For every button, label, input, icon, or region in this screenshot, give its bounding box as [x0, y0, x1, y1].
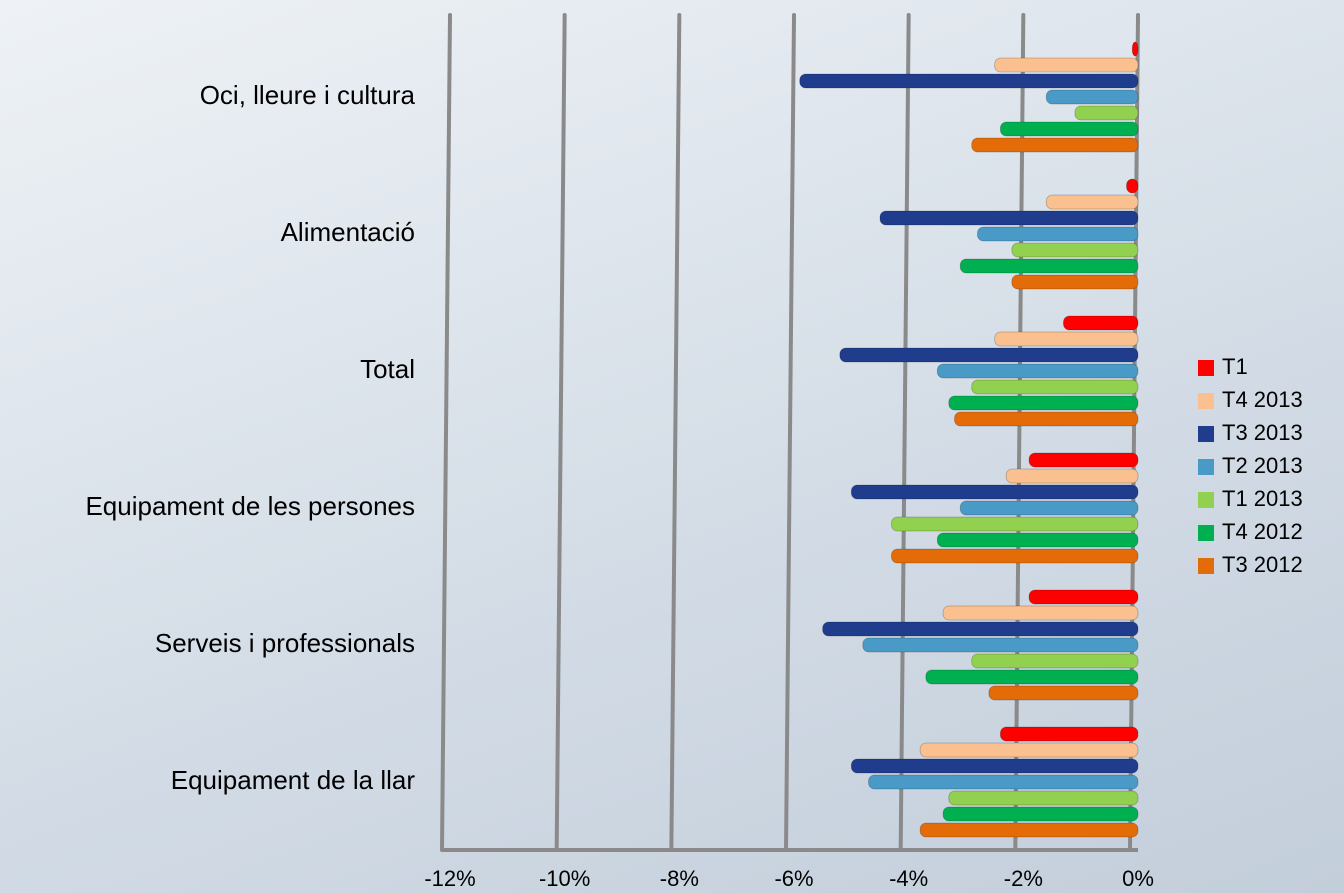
bar: [971, 379, 1139, 395]
bar: [1005, 468, 1139, 484]
legend-label: T1 2013: [1222, 486, 1303, 511]
x-tick-label: 0%: [1122, 866, 1154, 891]
bar: [994, 57, 1139, 73]
bar: [942, 806, 1139, 822]
grid-line: [1013, 13, 1026, 852]
grid-line: [669, 13, 682, 852]
bar: [1011, 242, 1139, 258]
bar: [942, 605, 1139, 621]
legend-label: T4 2012: [1222, 519, 1303, 544]
legend-label: T4 2013: [1222, 387, 1303, 412]
bar: [977, 226, 1139, 242]
bar: [1028, 589, 1139, 605]
legend-swatch: [1198, 393, 1214, 409]
category-label: Serveis i professionals: [155, 628, 415, 658]
bar: [799, 73, 1139, 89]
category-label: Oci, lleure i cultura: [200, 80, 416, 110]
x-tick-label: -6%: [774, 866, 813, 891]
bar: [822, 621, 1139, 637]
x-tick-label: -4%: [889, 866, 928, 891]
bar: [839, 347, 1139, 363]
x-tick-label: -10%: [539, 866, 590, 891]
bar: [954, 411, 1139, 427]
bar: [948, 395, 1139, 411]
grid-line: [554, 13, 567, 852]
bar: [879, 210, 1139, 226]
bar: [1074, 105, 1139, 121]
bar: [1131, 41, 1139, 57]
bar: [936, 363, 1139, 379]
legend-swatch: [1198, 426, 1214, 442]
bar: [971, 137, 1139, 153]
bar: [994, 331, 1139, 347]
bar: [891, 516, 1139, 532]
legend-label: T3 2013: [1222, 420, 1303, 445]
x-tick-label: -12%: [424, 866, 475, 891]
legend-swatch: [1198, 558, 1214, 574]
legend-label: T1: [1222, 354, 1248, 379]
x-tick-label: -8%: [660, 866, 699, 891]
bar: [1028, 452, 1139, 468]
grid-line: [898, 13, 911, 852]
bar: [959, 500, 1139, 516]
bar: [1126, 178, 1139, 194]
bar: [936, 532, 1139, 548]
bar: [862, 637, 1139, 653]
bar: [988, 685, 1139, 701]
bar: [1045, 194, 1139, 210]
bar: [1045, 89, 1139, 105]
category-label: Alimentació: [281, 217, 415, 247]
category-label: Total: [360, 354, 415, 384]
x-tick-label: -2%: [1004, 866, 1043, 891]
grid-line: [1128, 13, 1140, 852]
legend-swatch: [1198, 459, 1214, 475]
bar: [1063, 315, 1139, 331]
bar: [868, 774, 1139, 790]
grid-line: [784, 13, 796, 852]
bar: [850, 758, 1139, 774]
legend-swatch: [1198, 492, 1214, 508]
bar: [925, 669, 1139, 685]
legend-label: T2 2013: [1222, 453, 1303, 478]
category-label: Equipament de les persones: [85, 491, 415, 521]
bar: [971, 653, 1139, 669]
bar: [891, 548, 1139, 564]
bar: [919, 822, 1139, 838]
category-label: Equipament de la llar: [171, 765, 416, 795]
legend-label: T3 2012: [1222, 552, 1303, 577]
bar: [850, 484, 1139, 500]
bar: [948, 790, 1139, 806]
legend-swatch: [1198, 525, 1214, 541]
grid-line: [440, 13, 452, 852]
bar: [1000, 121, 1139, 137]
bar: [919, 742, 1139, 758]
bar: [1011, 274, 1139, 290]
bar: [959, 258, 1139, 274]
bar: [1000, 726, 1139, 742]
legend-swatch: [1198, 360, 1214, 376]
